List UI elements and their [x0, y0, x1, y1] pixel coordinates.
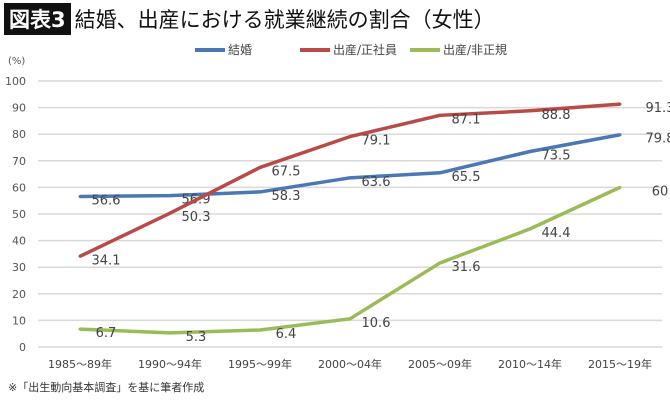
y-tick-label: 50	[12, 208, 26, 221]
legend-label: 出産/非正規	[443, 42, 507, 57]
data-label: 88.8	[542, 108, 571, 123]
data-label: 67.5	[272, 164, 301, 179]
x-tick-label: 1990〜94年	[138, 357, 202, 371]
y-tick-label: 0	[19, 341, 26, 354]
data-point	[438, 261, 442, 265]
data-point	[258, 328, 262, 332]
data-point	[78, 254, 82, 258]
title-text: 結婚、出産における就業継続の割合（女性）	[74, 8, 495, 32]
y-tick-label: 30	[12, 261, 26, 274]
data-label: 5.3	[186, 330, 207, 345]
data-label: 60	[652, 184, 669, 199]
x-tick-label: 2015〜19年	[588, 357, 652, 371]
x-tick-label: 2000〜04年	[318, 357, 382, 371]
data-point	[168, 331, 172, 335]
data-point	[438, 113, 442, 117]
series-line	[79, 185, 621, 335]
legend-label: 出産/正社員	[333, 42, 397, 57]
y-tick-label: 90	[12, 102, 26, 115]
data-label: 65.5	[452, 170, 481, 185]
data-label: 31.6	[452, 260, 481, 275]
data-point	[348, 317, 352, 321]
data-point	[78, 327, 82, 331]
data-label: 58.3	[272, 189, 301, 204]
data-label: 50.3	[182, 210, 211, 225]
series-line	[79, 102, 621, 258]
data-point	[258, 190, 262, 194]
data-point	[438, 171, 442, 175]
data-label: 79.1	[362, 134, 391, 149]
data-label: 63.6	[362, 175, 391, 190]
x-tick-label: 2005〜09年	[408, 357, 472, 371]
data-label: 87.1	[452, 112, 481, 127]
y-tick-label: 60	[12, 181, 26, 194]
y-tick-label: 80	[12, 128, 26, 141]
y-axis-label: (%)	[8, 56, 25, 67]
data-point	[78, 194, 82, 198]
source-note: ※「出生動向基本調査」を基に筆者作成	[8, 381, 205, 394]
data-label: 73.5	[542, 148, 571, 163]
data-point	[168, 194, 172, 198]
y-tick-label: 10	[12, 314, 26, 327]
data-point	[348, 176, 352, 180]
y-tick-label: 100	[5, 75, 26, 88]
data-point	[528, 227, 532, 231]
data-label: 10.6	[362, 316, 391, 331]
legend-label: 結婚	[228, 43, 252, 57]
figure-badge: 図表3	[4, 3, 71, 35]
data-label: 6.7	[96, 326, 117, 341]
x-tick-label: 2010〜14年	[498, 357, 562, 371]
data-point	[348, 135, 352, 139]
data-label: 44.4	[542, 226, 571, 241]
y-tick-label: 40	[12, 235, 26, 248]
data-label: 56.6	[92, 193, 121, 208]
data-point	[168, 211, 172, 215]
figure-title: 図表3 結婚、出産における就業継続の割合（女性）	[4, 3, 495, 35]
x-tick-label: 1985〜89年	[48, 357, 112, 371]
data-label: 91.3	[646, 101, 670, 116]
data-label: 6.4	[276, 327, 297, 342]
y-tick-label: 70	[12, 155, 26, 168]
data-label: 79.8	[646, 132, 670, 147]
y-tick-label: 20	[12, 288, 26, 301]
x-tick-label: 1995〜99年	[228, 357, 292, 371]
data-point	[618, 133, 622, 137]
data-point	[528, 109, 532, 113]
data-point	[528, 149, 532, 153]
data-point	[618, 185, 622, 189]
data-point	[618, 102, 622, 106]
data-point	[258, 165, 262, 169]
data-label: 34.1	[92, 253, 121, 268]
